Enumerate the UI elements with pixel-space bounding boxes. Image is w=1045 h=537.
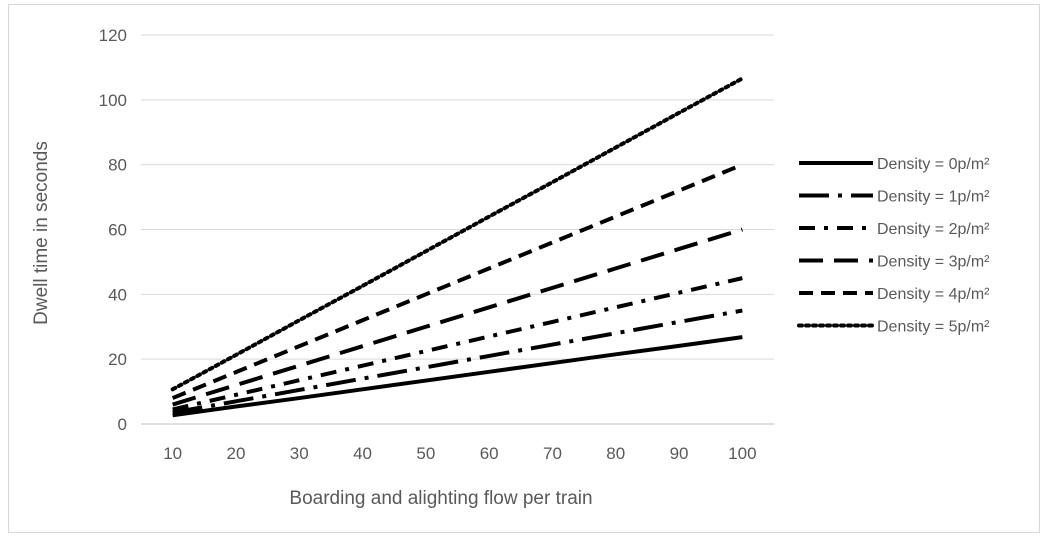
legend-label-4: Density = 4p/m² [877,286,990,303]
x-axis-ticks: 10 20 30 40 50 60 70 80 90 100 [163,444,756,463]
series-line-5 [170,76,745,392]
y-axis-ticks: 0 20 40 60 80 100 120 [99,26,127,434]
x-tick-label: 100 [728,444,756,463]
series-line-4 [171,162,744,400]
x-tick-label: 70 [543,444,562,463]
x-tick-label: 30 [290,444,309,463]
x-tick-label: 60 [480,444,499,463]
legend-label-3: Density = 3p/m² [877,254,990,271]
line-chart: 0 20 40 60 80 100 120 10 20 30 40 50 60 70 80 90 100 De… [31,26,990,509]
series-line-0 [172,335,743,418]
y-axis-title: Dwell time in seconds [31,141,52,325]
y-tick-label: 120 [99,26,127,45]
y-tick-label: 60 [108,221,127,240]
chart-frame: 0 20 40 60 80 100 120 10 20 30 40 50 60 70 80 90 100 De… [8,4,1040,533]
x-tick-label: 20 [226,444,245,463]
legend-label-2: Density = 2p/m² [877,221,990,238]
gridlines [141,34,774,425]
x-tick-label: 40 [353,444,372,463]
series-lines [170,76,745,418]
y-tick-label: 40 [108,285,127,304]
legend-label-1: Density = 1p/m² [877,189,990,206]
x-tick-label: 10 [163,444,182,463]
y-tick-label: 0 [118,415,127,434]
y-tick-label: 100 [99,91,127,110]
series-line-1 [172,308,743,415]
y-tick-label: 80 [108,156,127,175]
y-tick-label: 20 [108,350,127,369]
legend-label-5: Density = 5p/m² [877,319,990,336]
x-tick-label: 90 [670,444,689,463]
series-line-3 [172,227,743,407]
legend: Density = 0p/m² Density = 1p/m² Density = … [797,156,990,336]
legend-label-0: Density = 0p/m² [877,156,990,173]
x-axis-title: Boarding and alighting flow per train [289,488,592,509]
x-tick-label: 80 [606,444,625,463]
series-line-2 [172,276,743,412]
x-tick-label: 50 [416,444,435,463]
